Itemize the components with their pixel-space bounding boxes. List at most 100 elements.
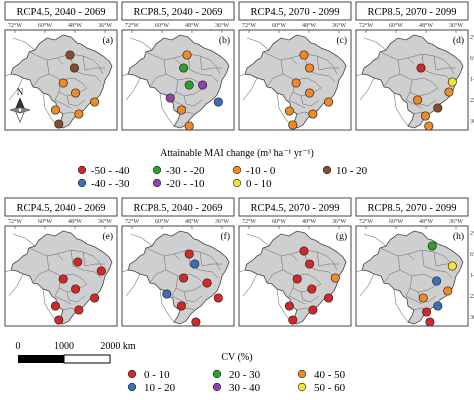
lon-tick-label: 60°W [38, 22, 52, 29]
site-marker [284, 106, 294, 116]
mai-legend-swatch [77, 165, 87, 175]
site-marker [71, 88, 81, 98]
panel-title: RCP8.5, 2070 - 2099 [368, 7, 457, 18]
state-border [383, 73, 401, 88]
brazil-map [122, 34, 230, 129]
panel-title: RCP4.5, 2040 - 2069 [17, 7, 106, 18]
lon-tick-label: 60°W [272, 22, 286, 29]
scale-label-2000: 2000 km [100, 341, 136, 352]
state-border [209, 255, 221, 271]
cv-legend-swatch [212, 382, 222, 392]
site-marker [184, 121, 194, 131]
top-panel-3: RCP4.5, 2070 - 2099 72°W 60°W 48°W 36°W (c) [238, 1, 352, 131]
site-marker [191, 317, 201, 327]
site-marker [427, 241, 437, 251]
panel-title-box [355, 1, 469, 21]
site-marker [324, 293, 334, 303]
lon-tick-label: 60°W [38, 218, 52, 225]
site-marker [420, 111, 430, 121]
site-marker [292, 274, 302, 284]
site-marker [50, 301, 60, 311]
site-marker [213, 97, 223, 107]
state-border [262, 51, 298, 65]
lon-tick-label: 36°W [98, 22, 112, 29]
scale-bar: 0 1000 2000 km [16, 341, 136, 364]
lat-tick-label: 14°S [470, 76, 474, 83]
panel-title: RCP4.5, 2070 - 2099 [251, 203, 340, 214]
state-border [94, 271, 102, 279]
state-border [379, 51, 415, 65]
state-border [290, 249, 328, 257]
state-border [262, 247, 298, 261]
panel-letter: (d) [453, 35, 464, 46]
panel-title-box [4, 197, 118, 217]
lat-tick-label: 6°S [470, 55, 474, 62]
panel-letter: (c) [336, 35, 347, 46]
site-marker [162, 289, 172, 299]
neighbor-borders [356, 233, 409, 323]
site-marker [288, 315, 298, 325]
state-border [266, 269, 284, 284]
lon-tick-label: 72°W [359, 218, 373, 225]
panel-title: RCP8.5, 2040 - 2069 [134, 203, 223, 214]
site-marker [90, 97, 100, 107]
lat-tick-label: 14°S [470, 272, 474, 279]
site-marker [291, 78, 301, 88]
mai-legend-swatch [152, 178, 162, 188]
state-border [266, 73, 284, 88]
state-border [290, 53, 328, 61]
site-marker [433, 301, 443, 311]
cv-legend-label: 40 - 50 [314, 369, 346, 381]
site-marker [308, 109, 318, 119]
lon-tick-label: 36°W [215, 218, 229, 225]
lat-tick-label: 22°S [470, 97, 474, 104]
site-marker [443, 286, 453, 296]
site-marker [65, 50, 75, 60]
lon-tick-label: 48°W [68, 218, 82, 225]
site-marker [308, 305, 318, 315]
state-border [288, 287, 306, 305]
site-marker [50, 105, 60, 115]
bottom-panel-3: RCP4.5, 2070 - 2099 72°W 60°W 48°W 36°W (g) [238, 197, 352, 327]
site-marker [74, 109, 84, 119]
site-marker [198, 80, 208, 90]
north-label: N [17, 87, 24, 97]
site-marker [176, 301, 186, 311]
state-border [421, 249, 447, 273]
state-border [183, 291, 203, 303]
neighbor-borders [5, 233, 58, 323]
mai-legend-swatch [232, 178, 242, 188]
state-border [66, 95, 86, 107]
site-marker [190, 259, 200, 269]
site-marker [288, 120, 298, 130]
scale-label-1000: 1000 [54, 341, 74, 352]
mai-legend-label: -10 - 0 [246, 165, 276, 177]
site-marker [182, 50, 192, 60]
site-marker [54, 315, 64, 325]
lon-tick-label: 72°W [242, 218, 256, 225]
site-marker [71, 284, 81, 294]
lon-tick-label: 36°W [449, 22, 463, 29]
mai-legend-label: 0 - 10 [246, 178, 272, 190]
site-marker [330, 273, 340, 283]
lat-tick-label: 22°S [470, 293, 474, 300]
site-marker [179, 273, 189, 283]
site-marker [184, 249, 194, 259]
lon-tick-label: 72°W [125, 218, 139, 225]
state-border [149, 269, 167, 284]
lon-tick-label: 60°W [389, 218, 403, 225]
panel-title: RCP4.5, 2040 - 2069 [17, 203, 106, 214]
lon-tick-label: 60°W [272, 218, 286, 225]
state-border [300, 291, 320, 303]
mai-legend-label: 10 - 20 [336, 165, 368, 177]
site-marker [73, 257, 83, 267]
site-marker [447, 261, 457, 271]
brazil-map [122, 230, 230, 325]
bottom-panel-2: RCP8.5, 2040 - 2069 72°W 60°W 48°W 36°W (f) [121, 197, 235, 327]
lon-tick-label: 72°W [125, 22, 139, 29]
state-border [445, 271, 453, 279]
scale-bar-black-segment [18, 355, 64, 363]
site-marker [176, 105, 186, 115]
lon-tick-label: 48°W [419, 218, 433, 225]
state-border [326, 59, 338, 75]
